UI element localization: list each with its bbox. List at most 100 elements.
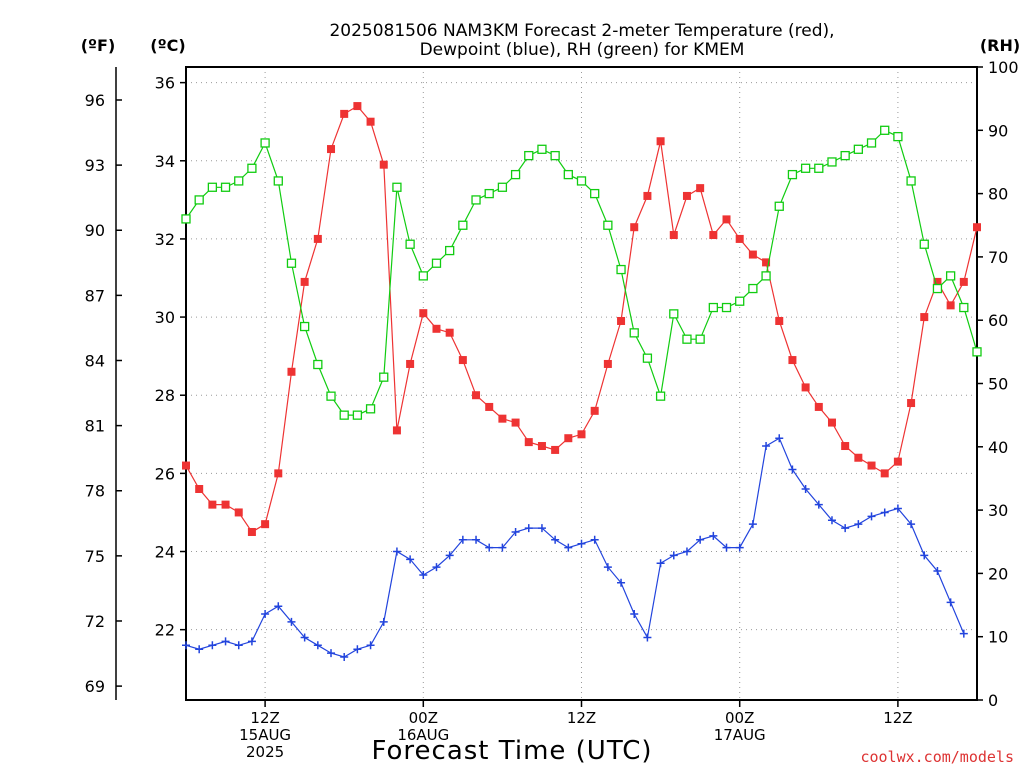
dewpoint-point: [366, 641, 375, 650]
x-axis-label: Forecast Time (UTC): [371, 736, 652, 766]
dewpoint-point: [485, 543, 494, 552]
temperature-point: [762, 258, 771, 267]
rh-point: [708, 302, 718, 313]
fahrenheit-tick-label: 84: [85, 351, 105, 370]
temperature-point: [313, 234, 322, 243]
dewpoint-point: [788, 465, 797, 474]
temperature-point: [537, 442, 546, 451]
fahrenheit-tick-label: 72: [85, 612, 105, 631]
temperature-point: [933, 277, 942, 286]
x-tick-label: 12Z: [250, 709, 279, 727]
dewpoint-point: [195, 645, 204, 654]
fahrenheit-tick-label: 87: [85, 286, 105, 305]
rh-point: [379, 372, 389, 382]
dewpoint-point: [564, 543, 573, 552]
x-tick-label: 15AUG: [239, 726, 291, 744]
rh-point: [800, 163, 811, 173]
temperature-point: [392, 426, 401, 435]
rh-point: [576, 176, 587, 186]
rh-point: [866, 138, 877, 148]
temperature-point: [590, 406, 599, 415]
temperature-point: [946, 301, 955, 310]
dewpoint-point: [577, 539, 586, 548]
temperature-point: [603, 359, 612, 368]
x-tick-label: 2025: [246, 743, 284, 761]
temperature-point: [669, 231, 678, 240]
temperature-point: [630, 223, 639, 232]
dewpoint-point: [854, 520, 863, 529]
dewpoint-point: [537, 524, 546, 533]
fahrenheit-tick-label: 69: [85, 677, 105, 696]
rh-point: [721, 302, 732, 313]
temperature-point: [432, 324, 441, 333]
temperature-point: [893, 457, 902, 466]
rh-point: [484, 188, 494, 199]
rh-point: [735, 296, 745, 306]
rh-point: [629, 328, 639, 338]
rh-point: [220, 182, 231, 192]
dewpoint-point: [406, 555, 415, 564]
temperature-point: [920, 313, 929, 322]
temperature-point: [182, 461, 190, 470]
rh-tick-label: 50: [988, 375, 1008, 394]
dewpoint-point: [748, 520, 757, 529]
dewpoint-point: [419, 570, 428, 579]
dewpoint-point: [841, 524, 850, 533]
temperature-point: [511, 418, 520, 427]
rh-point: [919, 239, 929, 249]
temperature-point: [827, 418, 836, 427]
rh-point: [458, 220, 468, 230]
rh-point: [932, 283, 943, 294]
rh-series: [181, 125, 982, 420]
dewpoint-point: [880, 508, 889, 517]
temperature-point: [907, 399, 916, 408]
dewpoint-point: [696, 535, 705, 544]
rh-point: [550, 150, 560, 161]
temperature-point: [959, 277, 968, 286]
temperature-point: [406, 359, 415, 368]
temperature-point: [458, 356, 467, 365]
dewpoint-point: [893, 504, 902, 513]
chart-title-line-2: Dewpoint (blue), RH (green) for KMEM: [420, 40, 745, 60]
rh-point: [273, 176, 283, 186]
dewpoint-point: [327, 649, 336, 658]
temperature-point: [617, 316, 626, 325]
temperature-series: [182, 102, 981, 536]
rh-point: [642, 353, 653, 363]
rh-point: [286, 258, 297, 268]
rh-tick-label: 100: [988, 58, 1019, 77]
temperature-point: [854, 453, 863, 462]
rh-point: [405, 239, 415, 249]
fahrenheit-tick-label: 93: [85, 156, 105, 175]
dewpoint-point: [287, 617, 296, 626]
temperature-point: [379, 160, 388, 169]
dewpoint-point: [261, 610, 270, 619]
temperature-point: [696, 184, 705, 193]
rh-tick-label: 40: [988, 438, 1008, 457]
fahrenheit-unit-label: (ºF): [81, 36, 116, 55]
temperature-point: [353, 102, 362, 111]
dewpoint-point: [458, 535, 467, 544]
dewpoint-point: [920, 551, 929, 560]
rh-point: [510, 169, 521, 180]
rh-point: [234, 176, 244, 186]
dewpoint-point: [959, 629, 968, 638]
x-tick-label: 16AUG: [397, 726, 449, 744]
rh-point: [616, 264, 626, 275]
rh-point: [524, 150, 534, 161]
fahrenheit-tick-label: 81: [85, 417, 105, 436]
temperature-point: [221, 500, 230, 509]
rh-point: [313, 359, 323, 370]
fahrenheit-tick-label: 78: [85, 482, 105, 501]
dewpoint-point: [933, 567, 942, 576]
rh-point: [365, 404, 376, 414]
dewpoint-point: [445, 551, 454, 560]
dewpoint-point: [801, 485, 810, 493]
rh-tick-label: 80: [988, 185, 1008, 204]
temperature-point: [867, 461, 876, 470]
temperature-point: [366, 117, 375, 126]
dewpoint-point: [208, 641, 217, 650]
temperature-point: [208, 500, 217, 509]
rh-point: [537, 144, 547, 154]
